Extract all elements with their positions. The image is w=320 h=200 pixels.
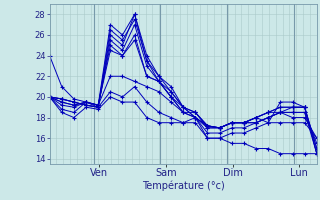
X-axis label: Température (°c): Température (°c)	[142, 181, 225, 191]
